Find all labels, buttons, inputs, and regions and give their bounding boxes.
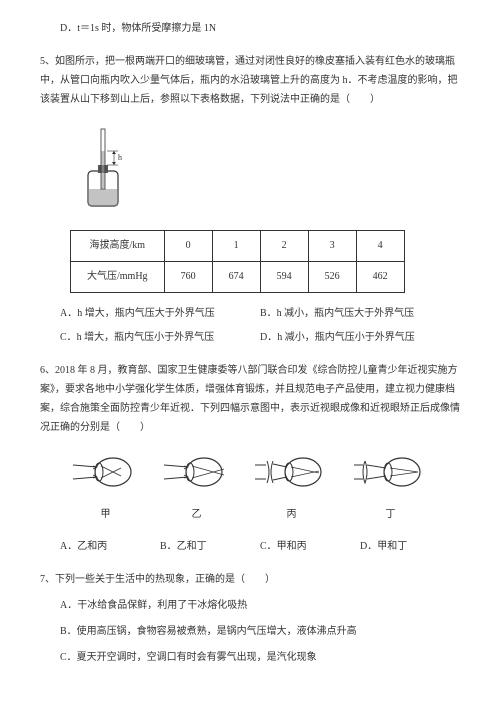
q5-option-c: C．h 增大，瓶内气压小于外界气压 xyxy=(60,329,260,347)
question-5: 5、如图所示，把一根两端开口的细玻璃管，通过对闭性良好的橡皮塞插入装有红色水的玻… xyxy=(40,52,460,347)
eye-label-bing: 丙 xyxy=(253,506,331,524)
table-cell: 大气压/mmHg xyxy=(71,262,165,293)
table-cell: 0 xyxy=(164,231,212,262)
q5-text: 5、如图所示，把一根两端开口的细玻璃管，通过对闭性良好的橡皮塞插入装有红色水的玻… xyxy=(40,52,460,109)
q6-option-b: B．乙和丁 xyxy=(160,538,260,556)
table-cell: 760 xyxy=(164,262,212,293)
q7-option-a: A．干冰给食品保鲜，利用了干冰熔化吸热 xyxy=(60,597,460,615)
q5-options-row2: C．h 增大，瓶内气压小于外界气压 D．h 减小，瓶内气压小于外界气压 xyxy=(60,329,460,347)
q6-option-a: A．乙和丙 xyxy=(60,538,160,556)
table-row: 大气压/mmHg 760 674 594 526 462 xyxy=(71,262,405,293)
q7-option-b: B．使用高压锅，食物容易被煮熟，是锅内气压增大，液体沸点升高 xyxy=(60,623,460,641)
table-cell: 674 xyxy=(212,262,260,293)
table-cell: 海拔高度/km xyxy=(71,231,165,262)
eye-ding: 丁 xyxy=(352,451,430,524)
eye-label-ding: 丁 xyxy=(352,506,430,524)
q6-option-d: D．甲和丁 xyxy=(360,538,460,556)
question-7: 7、下列一些关于生活中的热现象，正确的是（ ） A．干冰给食品保鲜，利用了干冰熔… xyxy=(40,570,460,667)
eye-diagrams: 甲 乙 xyxy=(60,451,440,524)
q7-text: 7、下列一些关于生活中的热现象，正确的是（ ） xyxy=(40,570,460,589)
eye-jia: 甲 xyxy=(71,451,141,524)
q7-option-c: C．夏天开空调时，空调口有时会有雾气出现，是汽化现象 xyxy=(60,649,460,667)
table-cell: 4 xyxy=(356,231,404,262)
eye-label-yi: 乙 xyxy=(162,506,232,524)
table-cell: 1 xyxy=(212,231,260,262)
bottle-diagram: h xyxy=(70,121,460,218)
q6-option-c: C．甲和丙 xyxy=(260,538,360,556)
table-cell: 3 xyxy=(308,231,356,262)
q6-text: 6、2018 年 8 月，教育部、国家卫生健康委等八部门联合印发《综合防控儿童青… xyxy=(40,361,460,437)
q6-options: A．乙和丙 B．乙和丁 C．甲和丙 D．甲和丁 xyxy=(60,538,460,556)
table-row: 海拔高度/km 0 1 2 3 4 xyxy=(71,231,405,262)
eye-yi: 乙 xyxy=(162,451,232,524)
eye-bing: 丙 xyxy=(253,451,331,524)
table-cell: 462 xyxy=(356,262,404,293)
table-cell: 594 xyxy=(260,262,308,293)
table-cell: 526 xyxy=(308,262,356,293)
altitude-pressure-table: 海拔高度/km 0 1 2 3 4 大气压/mmHg 760 674 594 5… xyxy=(70,230,405,293)
q5-options-row1: A．h 增大，瓶内气压大于外界气压 B．h 减小，瓶内气压大于外界气压 xyxy=(60,305,460,323)
prev-option-d: D．t＝1s 时，物体所受摩擦力是 1N xyxy=(60,20,460,38)
table-cell: 2 xyxy=(260,231,308,262)
q5-option-b: B．h 减小，瓶内气压大于外界气压 xyxy=(260,305,460,323)
svg-text:h: h xyxy=(118,153,122,162)
question-6: 6、2018 年 8 月，教育部、国家卫生健康委等八部门联合印发《综合防控儿童青… xyxy=(40,361,460,556)
eye-label-jia: 甲 xyxy=(71,506,141,524)
q5-option-a: A．h 增大，瓶内气压大于外界气压 xyxy=(60,305,260,323)
q5-option-d: D．h 减小，瓶内气压小于外界气压 xyxy=(260,329,460,347)
